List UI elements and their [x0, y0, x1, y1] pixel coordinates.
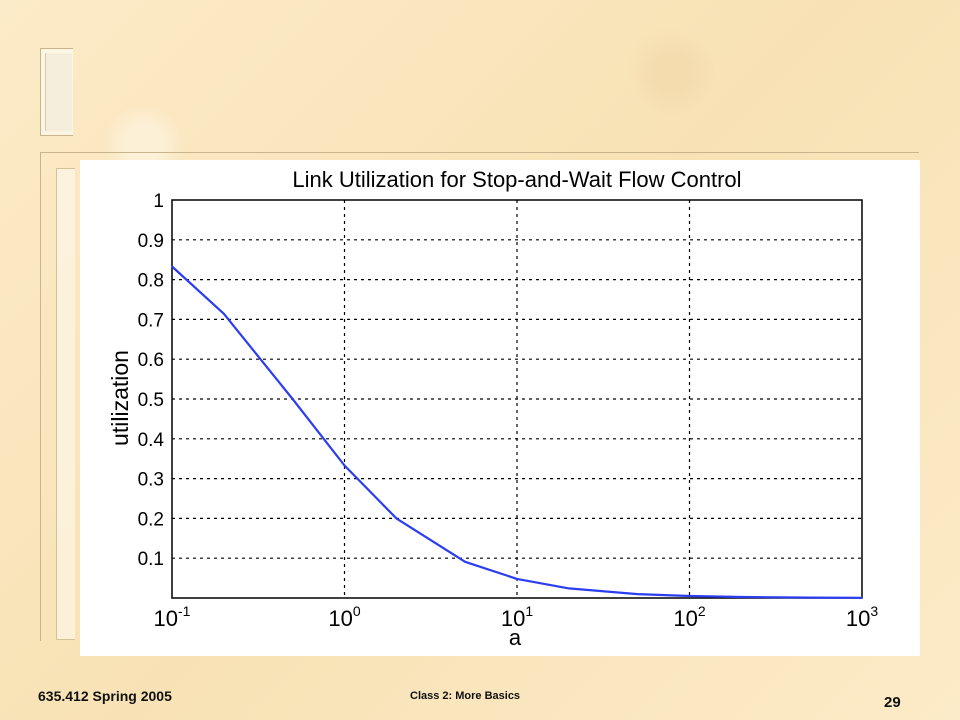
y-tick-label: 0.5 — [138, 390, 164, 411]
x-tick-exponent: 0 — [353, 603, 361, 619]
x-tick-labels: 10-1 100 101 102 103 — [154, 603, 879, 631]
y-tick-label: 0.8 — [138, 271, 164, 292]
series-group — [171, 265, 863, 599]
data-point — [516, 578, 518, 580]
data-point — [464, 561, 466, 563]
decorative-bar-top — [40, 48, 73, 136]
data-point — [861, 597, 863, 599]
data-point — [223, 313, 225, 315]
x-tick-base: 10 — [501, 606, 525, 631]
page-number: 29 — [884, 694, 901, 711]
data-point — [343, 464, 346, 467]
x-tick-base: 10 — [328, 606, 352, 631]
y-tick-label: 0.2 — [138, 509, 164, 530]
x-tick-base: 10 — [846, 606, 870, 631]
data-point — [688, 595, 691, 597]
footer-course: 635.412 Spring 2005 — [38, 688, 172, 704]
x-tick-exponent: 3 — [870, 603, 878, 619]
decorative-bar-left — [56, 168, 75, 640]
x-tick-label: 102 — [673, 603, 705, 631]
utilization-chart: Link Utilization for Stop-and-Wait Flow … — [107, 167, 879, 650]
data-point — [568, 587, 570, 590]
y-tick-label: 0.3 — [138, 470, 164, 491]
data-point — [740, 596, 743, 598]
y-tick-labels: 0.1 0.2 0.3 0.4 0.5 0.6 0.7 0.8 0.9 1 — [138, 191, 165, 570]
y-axis-label: utilization — [107, 350, 133, 446]
x-tick-base: 10 — [673, 606, 697, 631]
x-tick-exponent: -1 — [178, 603, 191, 619]
x-tick-exponent: 1 — [525, 603, 533, 619]
grid-lines — [172, 200, 862, 598]
y-tick-label: 0.1 — [138, 549, 164, 570]
y-tick-label: 0.6 — [138, 350, 164, 371]
x-tick-label: 10-1 — [154, 603, 191, 631]
data-point — [809, 596, 811, 599]
plot-frame — [171, 199, 863, 599]
x-axis-label: a — [509, 625, 522, 650]
y-tick-label: 0.4 — [138, 430, 165, 451]
x-tick-label: 101 — [501, 603, 533, 631]
data-point — [395, 517, 398, 520]
x-tick-base: 10 — [154, 606, 178, 631]
y-tick-label: 0.7 — [138, 310, 164, 331]
chart-area: Link Utilization for Stop-and-Wait Flow … — [80, 160, 920, 656]
slide-frame — [40, 152, 919, 641]
data-point — [291, 398, 294, 400]
x-tick-label: 100 — [328, 603, 360, 631]
x-tick-exponent: 2 — [698, 603, 706, 619]
x-tick-label: 103 — [846, 603, 878, 631]
data-point — [636, 593, 639, 595]
data-point — [171, 265, 173, 268]
footer-subtitle: Class 2: More Basics — [410, 690, 521, 702]
y-tick-label: 1 — [153, 191, 164, 212]
chart-title: Link Utilization for Stop-and-Wait Flow … — [292, 167, 741, 192]
y-tick-label: 0.9 — [138, 231, 164, 252]
